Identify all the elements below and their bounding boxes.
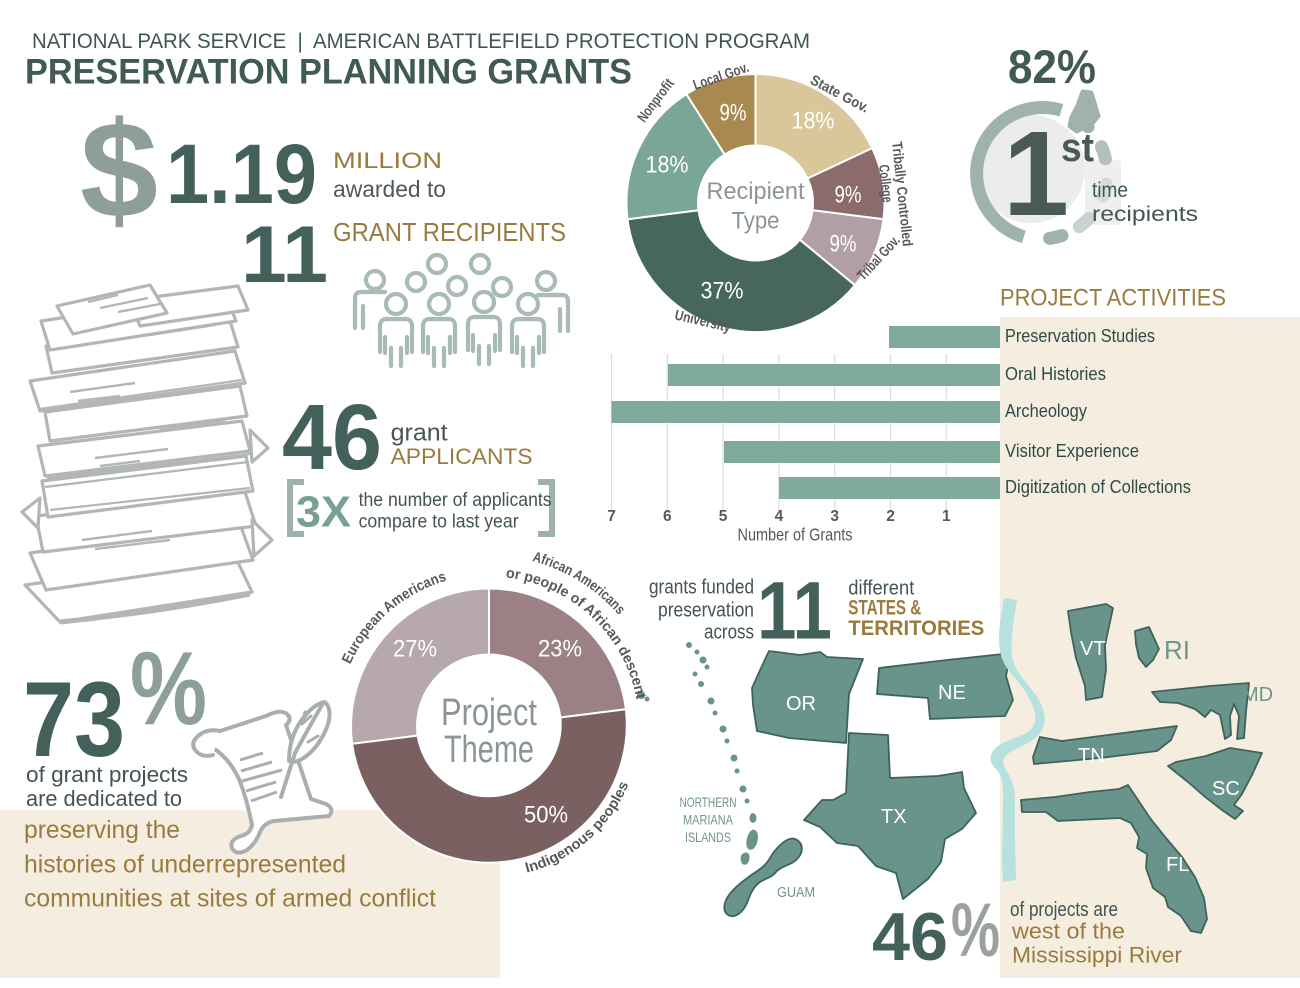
svg-text:GUAM: GUAM <box>777 884 815 901</box>
svg-text:west of the: west of the <box>1011 919 1125 944</box>
svg-text:Mississippi River: Mississippi River <box>1012 943 1183 968</box>
svg-text:23%: 23% <box>538 636 582 663</box>
svg-text:different: different <box>848 578 914 600</box>
svg-text:College: College <box>875 164 895 203</box>
svg-text:VT: VT <box>1080 638 1106 660</box>
svg-text:RI: RI <box>1164 635 1190 665</box>
svg-text:18%: 18% <box>792 108 835 135</box>
svg-text:PROJECT ACTIVITIES: PROJECT ACTIVITIES <box>1000 285 1226 312</box>
svg-text:GRANT RECIPIENTS: GRANT RECIPIENTS <box>333 217 566 247</box>
svg-text:SC: SC <box>1212 778 1240 800</box>
svg-text:ISLANDS: ISLANDS <box>685 830 731 845</box>
svg-text:4: 4 <box>775 508 784 525</box>
svg-text:1: 1 <box>1003 105 1069 241</box>
svg-text:5: 5 <box>719 508 728 525</box>
svg-text:Type: Type <box>732 208 780 235</box>
svg-text:OR: OR <box>786 693 816 715</box>
svg-text:6: 6 <box>663 508 672 525</box>
svg-text:73: 73 <box>23 659 125 779</box>
svg-text:Archeology: Archeology <box>1005 400 1088 421</box>
svg-text:FL: FL <box>1166 854 1189 876</box>
svg-text:2: 2 <box>886 508 895 525</box>
svg-text:Theme: Theme <box>444 729 534 771</box>
svg-text:MILLION: MILLION <box>333 148 442 173</box>
svg-text:MD: MD <box>1242 684 1273 706</box>
svg-text:1.19: 1.19 <box>166 127 317 221</box>
svg-text:1: 1 <box>942 508 951 525</box>
svg-text:TX: TX <box>881 806 907 828</box>
svg-text:compare to last year: compare to last year <box>359 511 519 533</box>
svg-text:of projects are: of projects are <box>1010 899 1118 921</box>
svg-text:9%: 9% <box>835 182 862 209</box>
svg-text:9%: 9% <box>830 231 857 258</box>
svg-text:are dedicated to: are dedicated to <box>26 786 182 811</box>
svg-text:recipients: recipients <box>1092 203 1198 226</box>
svg-text:awarded to: awarded to <box>333 176 446 202</box>
svg-text:50%: 50% <box>524 802 568 829</box>
svg-text:TN: TN <box>1078 745 1105 767</box>
svg-text:preserving the: preserving the <box>24 816 180 844</box>
svg-text:3: 3 <box>830 508 839 525</box>
svg-text:APPLICANTS: APPLICANTS <box>391 444 533 469</box>
svg-text:STATES &: STATES & <box>848 597 921 620</box>
svg-text:Visitor Experience: Visitor Experience <box>1005 440 1139 461</box>
svg-text:Project: Project <box>441 692 537 734</box>
svg-text:$: $ <box>80 94 158 247</box>
svg-text:11: 11 <box>757 565 832 656</box>
svg-text:histories of underrepresented: histories of underrepresented <box>24 851 346 879</box>
svg-text:the number of applicants: the number of applicants <box>359 489 552 511</box>
svg-text:%: % <box>130 631 207 747</box>
svg-text:3X: 3X <box>296 488 351 537</box>
svg-text:grants funded: grants funded <box>649 577 754 599</box>
svg-text:11: 11 <box>241 210 328 300</box>
svg-text:Preservation Studies: Preservation Studies <box>1005 325 1155 346</box>
svg-text:NATIONAL PARK SERVICE | AMER: NATIONAL PARK SERVICE | AMERICAN BATTLEF… <box>32 30 810 53</box>
svg-text:18%: 18% <box>646 152 689 179</box>
svg-text:46: 46 <box>282 385 382 489</box>
svg-text:46: 46 <box>872 899 948 975</box>
svg-text:communities at sites of armed: communities at sites of armed conflict <box>24 885 436 913</box>
svg-text:27%: 27% <box>393 636 437 663</box>
svg-text:NE: NE <box>938 682 966 704</box>
svg-text:PRESERVATION PLANNING GRANTS: PRESERVATION PLANNING GRANTS <box>25 53 632 92</box>
svg-text:TERRITORIES: TERRITORIES <box>848 617 984 640</box>
svg-text:preservation: preservation <box>658 599 754 621</box>
svg-text:of grant projects: of grant projects <box>26 762 188 787</box>
svg-text:grant: grant <box>391 420 448 447</box>
svg-text:st: st <box>1061 126 1094 170</box>
svg-text:9%: 9% <box>720 100 747 127</box>
svg-text:7: 7 <box>607 508 616 525</box>
svg-text:across: across <box>704 621 754 643</box>
svg-text:Number of Grants: Number of Grants <box>738 525 853 545</box>
svg-text:Oral Histories: Oral Histories <box>1005 363 1106 384</box>
svg-text:%: % <box>951 888 1000 973</box>
svg-text:Digitization of Collections: Digitization of Collections <box>1005 476 1191 497</box>
svg-text:82%: 82% <box>1008 40 1096 93</box>
svg-text:MARIANA: MARIANA <box>683 813 733 828</box>
svg-text:Recipient: Recipient <box>707 178 805 205</box>
svg-text:time: time <box>1092 179 1128 202</box>
svg-text:37%: 37% <box>701 278 744 305</box>
svg-text:NORTHERN: NORTHERN <box>680 795 737 810</box>
